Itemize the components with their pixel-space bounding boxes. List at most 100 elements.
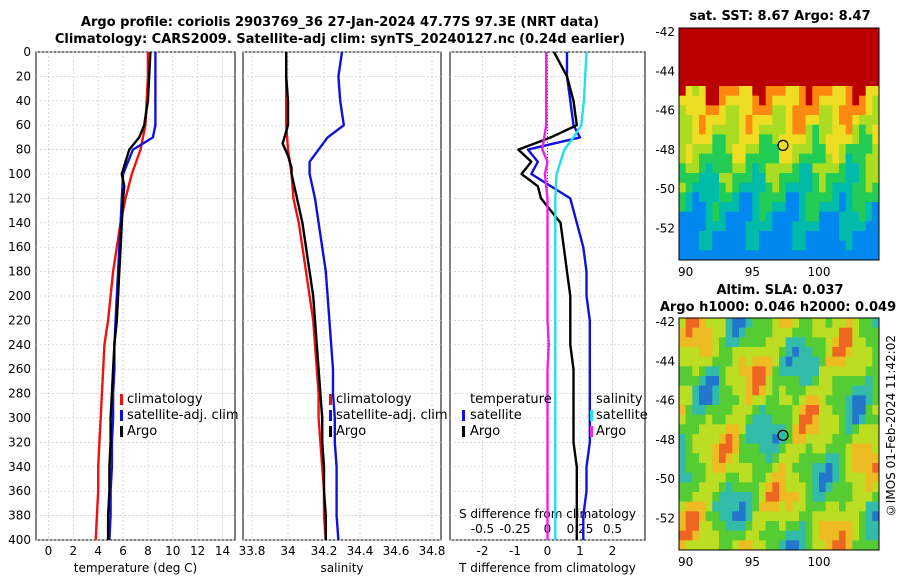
map-cell (859, 414, 867, 425)
map-cell (852, 472, 860, 483)
map-cell (679, 231, 687, 242)
map-cell (852, 337, 860, 348)
map-cell (839, 163, 847, 174)
map-cell (872, 144, 880, 155)
map-cell (819, 47, 827, 58)
map-cell (759, 250, 767, 261)
map-cell (859, 221, 867, 232)
map-cell (812, 240, 820, 251)
map-cell (732, 153, 740, 164)
map-cell (739, 76, 747, 87)
map-cell (759, 366, 767, 377)
map-cell (699, 463, 707, 474)
map-cell (752, 337, 760, 348)
map-cell (779, 521, 787, 532)
map-cell (765, 356, 773, 367)
map-cell (705, 414, 713, 425)
map-cell (752, 511, 760, 522)
map-cell (685, 318, 693, 329)
map-cell (745, 202, 753, 213)
map-cell (705, 57, 713, 68)
map-cell (852, 76, 860, 87)
map-cell (739, 95, 747, 106)
y-tick-label: 140 (8, 216, 31, 230)
map-cell (859, 115, 867, 126)
map-cell (759, 124, 767, 135)
map-cell (792, 95, 800, 106)
map-cell (799, 211, 807, 222)
map-cell (685, 347, 693, 358)
map-cell (725, 76, 733, 87)
map-cell (772, 521, 780, 532)
map-cell (705, 95, 713, 106)
map-cell (732, 395, 740, 406)
map-cell (759, 376, 767, 387)
map-cell (779, 376, 787, 387)
map-cell (785, 153, 793, 164)
map-cell (819, 521, 827, 532)
map-cell (699, 424, 707, 435)
map-cell (719, 463, 727, 474)
map-cell (845, 134, 853, 145)
map-cell (865, 385, 873, 396)
map-cell (732, 124, 740, 135)
map-cell (772, 453, 780, 464)
map-cell (752, 95, 760, 106)
map-cell (825, 66, 833, 77)
map-cell (699, 134, 707, 145)
map-cell (692, 472, 700, 483)
map-cell (685, 356, 693, 367)
map-cell (845, 424, 853, 435)
map-cell (819, 318, 827, 329)
map-cell (779, 250, 787, 261)
map-cell (765, 173, 773, 184)
map-cell (792, 134, 800, 145)
map-cell (805, 163, 813, 174)
map-cell (799, 482, 807, 493)
map-cell (872, 211, 880, 222)
map-cell (832, 134, 840, 145)
map-cell (792, 463, 800, 474)
map-cell (799, 356, 807, 367)
map-cell (812, 482, 820, 493)
map-cell (772, 115, 780, 126)
map-cell (819, 434, 827, 445)
map-cell (712, 66, 720, 77)
map-cell (872, 424, 880, 435)
map-cell (825, 318, 833, 329)
map-cell (745, 76, 753, 87)
map-cell (745, 424, 753, 435)
map-cell (832, 482, 840, 493)
map-cell (859, 347, 867, 358)
map-x-tick-label: 100 (808, 265, 831, 279)
map-cell (745, 173, 753, 184)
map-cell (825, 443, 833, 454)
map-cell (725, 192, 733, 203)
map-cell (772, 231, 780, 242)
map-cell (792, 405, 800, 416)
map-cell (799, 153, 807, 164)
map-cell (859, 424, 867, 435)
legend-swatch (462, 426, 465, 437)
map-cell (772, 76, 780, 87)
map-cell (845, 472, 853, 483)
map-cell (705, 221, 713, 232)
map-cell (712, 530, 720, 541)
map-cell (699, 540, 707, 551)
map-cell (825, 153, 833, 164)
map-cell (845, 47, 853, 58)
map-cell (739, 47, 747, 58)
map-cell (699, 86, 707, 97)
y-tick-label: 280 (8, 387, 31, 401)
map-cell (825, 86, 833, 97)
y-tick-label: 20 (16, 69, 31, 83)
map-cell (739, 443, 747, 454)
map-cell (745, 366, 753, 377)
map-cell (772, 356, 780, 367)
map-cell (699, 472, 707, 483)
map-cell (805, 366, 813, 377)
map-cell (739, 376, 747, 387)
map-cell (852, 366, 860, 377)
map-cell (819, 182, 827, 193)
map-cell (759, 347, 767, 358)
